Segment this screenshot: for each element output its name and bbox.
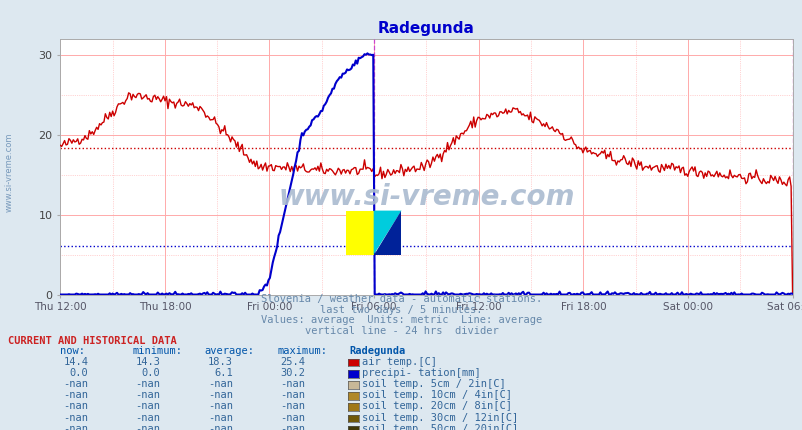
Text: Slovenia / weather data - automatic stations.: Slovenia / weather data - automatic stat… [261, 294, 541, 304]
Text: -nan: -nan [208, 390, 233, 400]
Text: air temp.[C]: air temp.[C] [362, 356, 436, 367]
Text: 0.0: 0.0 [142, 368, 160, 378]
Text: 18.3: 18.3 [208, 356, 233, 367]
Text: precipi- tation[mm]: precipi- tation[mm] [362, 368, 480, 378]
Text: -nan: -nan [208, 379, 233, 389]
Text: 0.0: 0.0 [70, 368, 88, 378]
Bar [346, 211, 373, 255]
Title: Radegunda: Radegunda [378, 21, 474, 36]
Text: -nan: -nan [63, 424, 88, 430]
Text: minimum:: minimum: [132, 346, 182, 356]
Text: Values: average  Units: metric  Line: average: Values: average Units: metric Line: aver… [261, 315, 541, 326]
Text: soil temp. 20cm / 8in[C]: soil temp. 20cm / 8in[C] [362, 401, 512, 412]
Text: -nan: -nan [136, 424, 160, 430]
Polygon shape [373, 211, 401, 255]
Text: soil temp. 30cm / 12in[C]: soil temp. 30cm / 12in[C] [362, 412, 518, 423]
Text: Radegunda: Radegunda [349, 346, 405, 356]
Text: -nan: -nan [280, 412, 305, 423]
Text: CURRENT AND HISTORICAL DATA: CURRENT AND HISTORICAL DATA [8, 336, 176, 346]
Text: -nan: -nan [136, 379, 160, 389]
Polygon shape [373, 211, 401, 255]
Text: -nan: -nan [280, 379, 305, 389]
Text: soil temp. 5cm / 2in[C]: soil temp. 5cm / 2in[C] [362, 379, 505, 389]
Text: -nan: -nan [63, 401, 88, 412]
Text: 30.2: 30.2 [280, 368, 305, 378]
Text: www.si-vreme.com: www.si-vreme.com [5, 132, 14, 212]
Text: now:: now: [60, 346, 85, 356]
Text: soil temp. 10cm / 4in[C]: soil temp. 10cm / 4in[C] [362, 390, 512, 400]
Text: -nan: -nan [136, 390, 160, 400]
Text: -nan: -nan [208, 424, 233, 430]
Text: www.si-vreme.com: www.si-vreme.com [277, 183, 574, 211]
Text: -nan: -nan [63, 379, 88, 389]
Text: 25.4: 25.4 [280, 356, 305, 367]
Text: average:: average: [205, 346, 254, 356]
Text: -nan: -nan [208, 401, 233, 412]
Text: -nan: -nan [63, 412, 88, 423]
Text: -nan: -nan [63, 390, 88, 400]
Text: vertical line - 24 hrs  divider: vertical line - 24 hrs divider [304, 326, 498, 336]
Text: maximum:: maximum: [277, 346, 326, 356]
Text: 6.1: 6.1 [214, 368, 233, 378]
Text: -nan: -nan [280, 424, 305, 430]
Text: soil temp. 50cm / 20in[C]: soil temp. 50cm / 20in[C] [362, 424, 518, 430]
Text: -nan: -nan [280, 401, 305, 412]
Text: last two days / 5 minutes.: last two days / 5 minutes. [320, 305, 482, 315]
Text: -nan: -nan [136, 412, 160, 423]
Text: -nan: -nan [136, 401, 160, 412]
Text: 14.3: 14.3 [136, 356, 160, 367]
Text: -nan: -nan [208, 412, 233, 423]
Text: -nan: -nan [280, 390, 305, 400]
Text: 14.4: 14.4 [63, 356, 88, 367]
